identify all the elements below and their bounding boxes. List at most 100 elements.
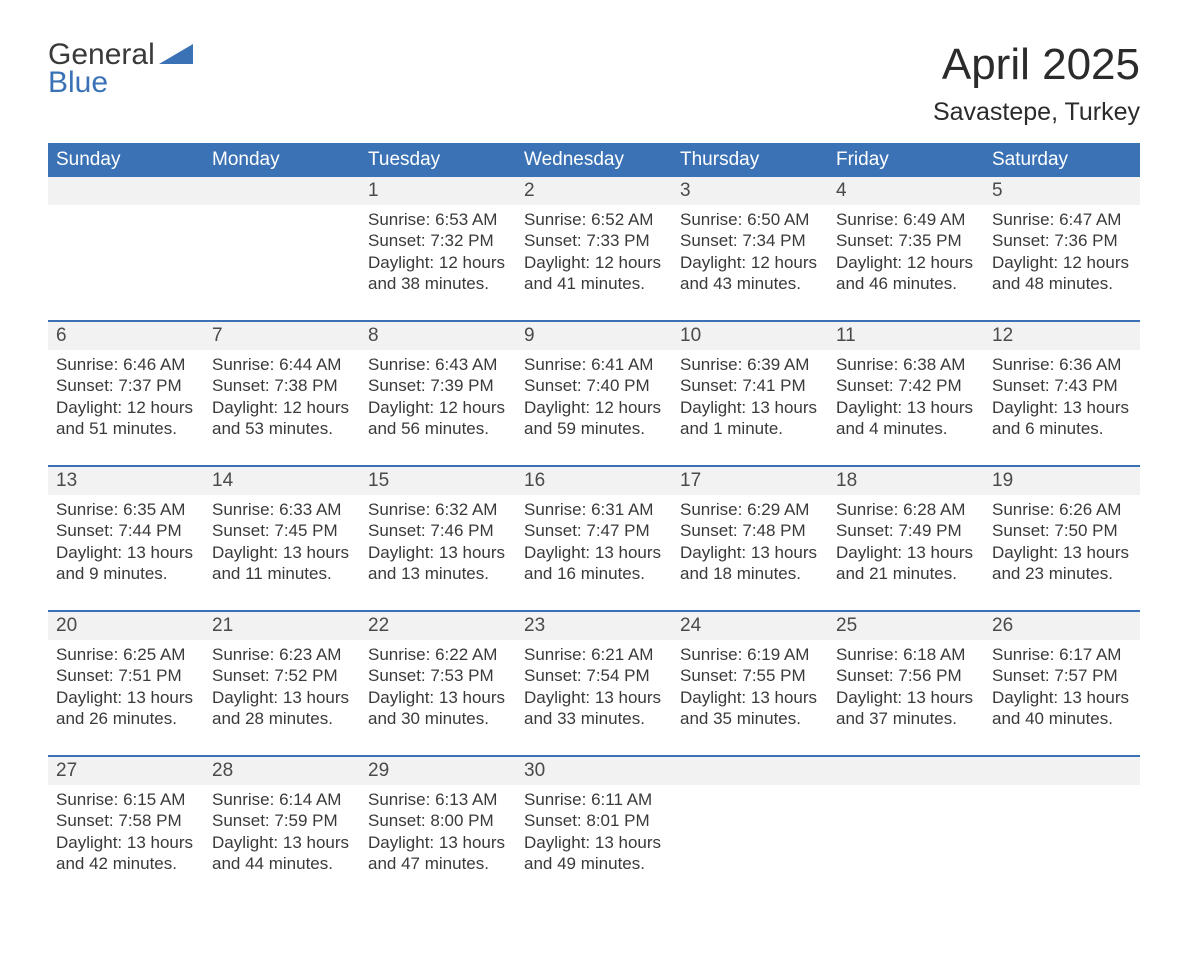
day-cell: Sunrise: 6:46 AMSunset: 7:37 PMDaylight:… <box>48 350 204 465</box>
day-cell: Sunrise: 6:35 AMSunset: 7:44 PMDaylight:… <box>48 495 204 610</box>
day-cell: Sunrise: 6:14 AMSunset: 7:59 PMDaylight:… <box>204 785 360 900</box>
day-cell <box>828 785 984 900</box>
day-cell: Sunrise: 6:38 AMSunset: 7:42 PMDaylight:… <box>828 350 984 465</box>
daylight: Daylight: 13 hours and 26 minutes. <box>56 687 196 730</box>
daylight: Daylight: 13 hours and 18 minutes. <box>680 542 820 585</box>
sunrise: Sunrise: 6:35 AM <box>56 499 196 520</box>
daylight: Daylight: 12 hours and 38 minutes. <box>368 252 508 295</box>
daylight: Daylight: 13 hours and 4 minutes. <box>836 397 976 440</box>
day-number: 9 <box>516 322 672 350</box>
day-cell: Sunrise: 6:21 AMSunset: 7:54 PMDaylight:… <box>516 640 672 755</box>
dow-monday: Monday <box>204 143 360 177</box>
logo: General Blue <box>48 40 193 98</box>
daylight: Daylight: 13 hours and 33 minutes. <box>524 687 664 730</box>
week-row: 6789101112Sunrise: 6:46 AMSunset: 7:37 P… <box>48 320 1140 465</box>
sunset: Sunset: 7:32 PM <box>368 230 508 251</box>
sunset: Sunset: 7:56 PM <box>836 665 976 686</box>
day-number: 5 <box>984 177 1140 205</box>
sunset: Sunset: 7:52 PM <box>212 665 352 686</box>
daylight: Daylight: 13 hours and 13 minutes. <box>368 542 508 585</box>
sunrise: Sunrise: 6:44 AM <box>212 354 352 375</box>
day-of-week-header: Sunday Monday Tuesday Wednesday Thursday… <box>48 143 1140 177</box>
daylight: Daylight: 12 hours and 41 minutes. <box>524 252 664 295</box>
dow-sunday: Sunday <box>48 143 204 177</box>
sunset: Sunset: 7:59 PM <box>212 810 352 831</box>
sunrise: Sunrise: 6:21 AM <box>524 644 664 665</box>
day-cell: Sunrise: 6:36 AMSunset: 7:43 PMDaylight:… <box>984 350 1140 465</box>
sunset: Sunset: 7:45 PM <box>212 520 352 541</box>
daylight: Daylight: 12 hours and 59 minutes. <box>524 397 664 440</box>
day-cell <box>204 205 360 320</box>
daynum-row: 27282930 <box>48 757 1140 785</box>
day-cell <box>48 205 204 320</box>
daylight: Daylight: 13 hours and 35 minutes. <box>680 687 820 730</box>
sunrise: Sunrise: 6:39 AM <box>680 354 820 375</box>
daylight: Daylight: 12 hours and 53 minutes. <box>212 397 352 440</box>
day-cell: Sunrise: 6:17 AMSunset: 7:57 PMDaylight:… <box>984 640 1140 755</box>
daylight: Daylight: 13 hours and 37 minutes. <box>836 687 976 730</box>
day-cell: Sunrise: 6:43 AMSunset: 7:39 PMDaylight:… <box>360 350 516 465</box>
day-number: 6 <box>48 322 204 350</box>
sunset: Sunset: 7:37 PM <box>56 375 196 396</box>
daylight: Daylight: 13 hours and 49 minutes. <box>524 832 664 875</box>
calendar: Sunday Monday Tuesday Wednesday Thursday… <box>48 143 1140 900</box>
sunrise: Sunrise: 6:52 AM <box>524 209 664 230</box>
sunrise: Sunrise: 6:49 AM <box>836 209 976 230</box>
daylight: Daylight: 13 hours and 40 minutes. <box>992 687 1132 730</box>
day-cell <box>984 785 1140 900</box>
day-number: 4 <box>828 177 984 205</box>
sunrise: Sunrise: 6:29 AM <box>680 499 820 520</box>
day-number <box>828 757 984 785</box>
sunrise: Sunrise: 6:46 AM <box>56 354 196 375</box>
month-title: April 2025 <box>933 40 1140 90</box>
day-number: 10 <box>672 322 828 350</box>
sunset: Sunset: 7:57 PM <box>992 665 1132 686</box>
sunset: Sunset: 7:54 PM <box>524 665 664 686</box>
daynum-row: 6789101112 <box>48 322 1140 350</box>
dow-saturday: Saturday <box>984 143 1140 177</box>
week-row: 12345Sunrise: 6:53 AMSunset: 7:32 PMDayl… <box>48 177 1140 320</box>
week-row: 13141516171819Sunrise: 6:35 AMSunset: 7:… <box>48 465 1140 610</box>
daylight: Daylight: 13 hours and 42 minutes. <box>56 832 196 875</box>
daynum-row: 12345 <box>48 177 1140 205</box>
sunrise: Sunrise: 6:15 AM <box>56 789 196 810</box>
day-cell: Sunrise: 6:11 AMSunset: 8:01 PMDaylight:… <box>516 785 672 900</box>
sunrise: Sunrise: 6:11 AM <box>524 789 664 810</box>
day-number: 30 <box>516 757 672 785</box>
day-cell: Sunrise: 6:41 AMSunset: 7:40 PMDaylight:… <box>516 350 672 465</box>
day-cell: Sunrise: 6:44 AMSunset: 7:38 PMDaylight:… <box>204 350 360 465</box>
day-number: 2 <box>516 177 672 205</box>
daylight: Daylight: 13 hours and 30 minutes. <box>368 687 508 730</box>
daylight: Daylight: 13 hours and 11 minutes. <box>212 542 352 585</box>
daylight: Daylight: 12 hours and 46 minutes. <box>836 252 976 295</box>
day-number: 26 <box>984 612 1140 640</box>
title-block: April 2025 Savastepe, Turkey <box>933 40 1140 127</box>
day-number <box>48 177 204 205</box>
day-number: 12 <box>984 322 1140 350</box>
day-number: 3 <box>672 177 828 205</box>
day-cell: Sunrise: 6:23 AMSunset: 7:52 PMDaylight:… <box>204 640 360 755</box>
sunrise: Sunrise: 6:38 AM <box>836 354 976 375</box>
sunrise: Sunrise: 6:41 AM <box>524 354 664 375</box>
logo-wedge-icon <box>159 40 193 70</box>
day-number: 21 <box>204 612 360 640</box>
sunrise: Sunrise: 6:31 AM <box>524 499 664 520</box>
day-cell: Sunrise: 6:31 AMSunset: 7:47 PMDaylight:… <box>516 495 672 610</box>
day-number: 8 <box>360 322 516 350</box>
day-number <box>204 177 360 205</box>
day-cell: Sunrise: 6:29 AMSunset: 7:48 PMDaylight:… <box>672 495 828 610</box>
week-row: 27282930Sunrise: 6:15 AMSunset: 7:58 PMD… <box>48 755 1140 900</box>
sunset: Sunset: 7:48 PM <box>680 520 820 541</box>
day-number: 7 <box>204 322 360 350</box>
dow-thursday: Thursday <box>672 143 828 177</box>
daylight: Daylight: 12 hours and 43 minutes. <box>680 252 820 295</box>
day-number: 11 <box>828 322 984 350</box>
location: Savastepe, Turkey <box>933 98 1140 127</box>
day-number: 25 <box>828 612 984 640</box>
dow-tuesday: Tuesday <box>360 143 516 177</box>
day-number: 16 <box>516 467 672 495</box>
day-number: 22 <box>360 612 516 640</box>
daylight: Daylight: 13 hours and 23 minutes. <box>992 542 1132 585</box>
day-cell: Sunrise: 6:49 AMSunset: 7:35 PMDaylight:… <box>828 205 984 320</box>
daylight: Daylight: 13 hours and 1 minute. <box>680 397 820 440</box>
